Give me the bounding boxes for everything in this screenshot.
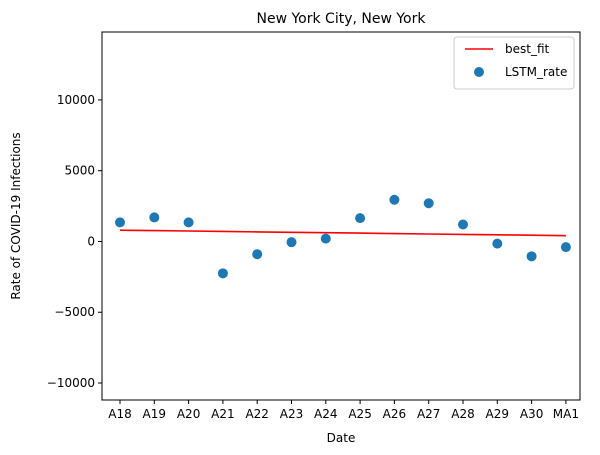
plot-area <box>115 194 571 279</box>
plot-frame <box>101 31 581 401</box>
legend-box <box>453 36 575 90</box>
lstm-rate-point <box>286 237 297 248</box>
y-axis: −10000 −5000 0 5000 10000 <box>47 93 102 390</box>
lstm-rate-point <box>355 213 366 224</box>
x-tick-label: A19 <box>143 407 166 421</box>
x-tick-label: A20 <box>177 407 200 421</box>
legend-lstm-rate-swatch <box>474 67 484 77</box>
y-tick-label: −5000 <box>54 305 95 319</box>
y-tick-label: −10000 <box>47 376 95 390</box>
lstm-rate-point <box>526 251 537 262</box>
x-axis: A18 A19 A20 A21 A22 A23 A24 A25 A26 A27 A28 A29 A30 M… <box>108 400 579 421</box>
y-tick-label: 5000 <box>64 164 95 178</box>
best-fit-line <box>119 229 566 237</box>
x-axis-label: Date <box>327 431 356 445</box>
lstm-rate-point <box>492 238 503 249</box>
lstm-rate-point <box>560 242 571 253</box>
x-tick-label: A29 <box>486 407 509 421</box>
lstm-rate-point <box>252 249 263 260</box>
x-tick-label: A18 <box>108 407 131 421</box>
lstm-rate-point <box>320 233 331 244</box>
legend-best-fit-label: best_fit <box>505 42 550 56</box>
y-tick-label: 0 <box>87 234 95 248</box>
x-tick-label: A24 <box>314 407 337 421</box>
lstm-rate-point <box>183 217 194 228</box>
lstm-rate-point <box>423 198 434 209</box>
x-tick-label: A21 <box>211 407 234 421</box>
lstm-rate-point <box>389 194 400 205</box>
x-tick-label: MA1 <box>553 407 579 421</box>
x-tick-label: A23 <box>280 407 303 421</box>
legend-lstm-rate-label: LSTM_rate <box>505 65 567 79</box>
lstm-rate-point <box>458 219 468 230</box>
x-tick-label: A30 <box>520 407 543 421</box>
x-tick-label: A28 <box>451 407 474 421</box>
lstm-rate-point <box>115 217 125 228</box>
y-tick-label: 10000 <box>57 93 95 107</box>
chart-title: New York City, New York <box>256 11 426 27</box>
x-tick-label: A22 <box>245 407 268 421</box>
x-tick-label: A27 <box>417 407 440 421</box>
lstm-rate-point <box>149 212 160 223</box>
x-tick-label: A25 <box>348 407 371 421</box>
y-axis-label: Rate of COVID-19 Infections <box>9 132 23 299</box>
lstm-rate-point <box>217 268 228 279</box>
legend: best_fit LSTM_rate <box>453 36 575 90</box>
x-tick-label: A26 <box>383 407 406 421</box>
